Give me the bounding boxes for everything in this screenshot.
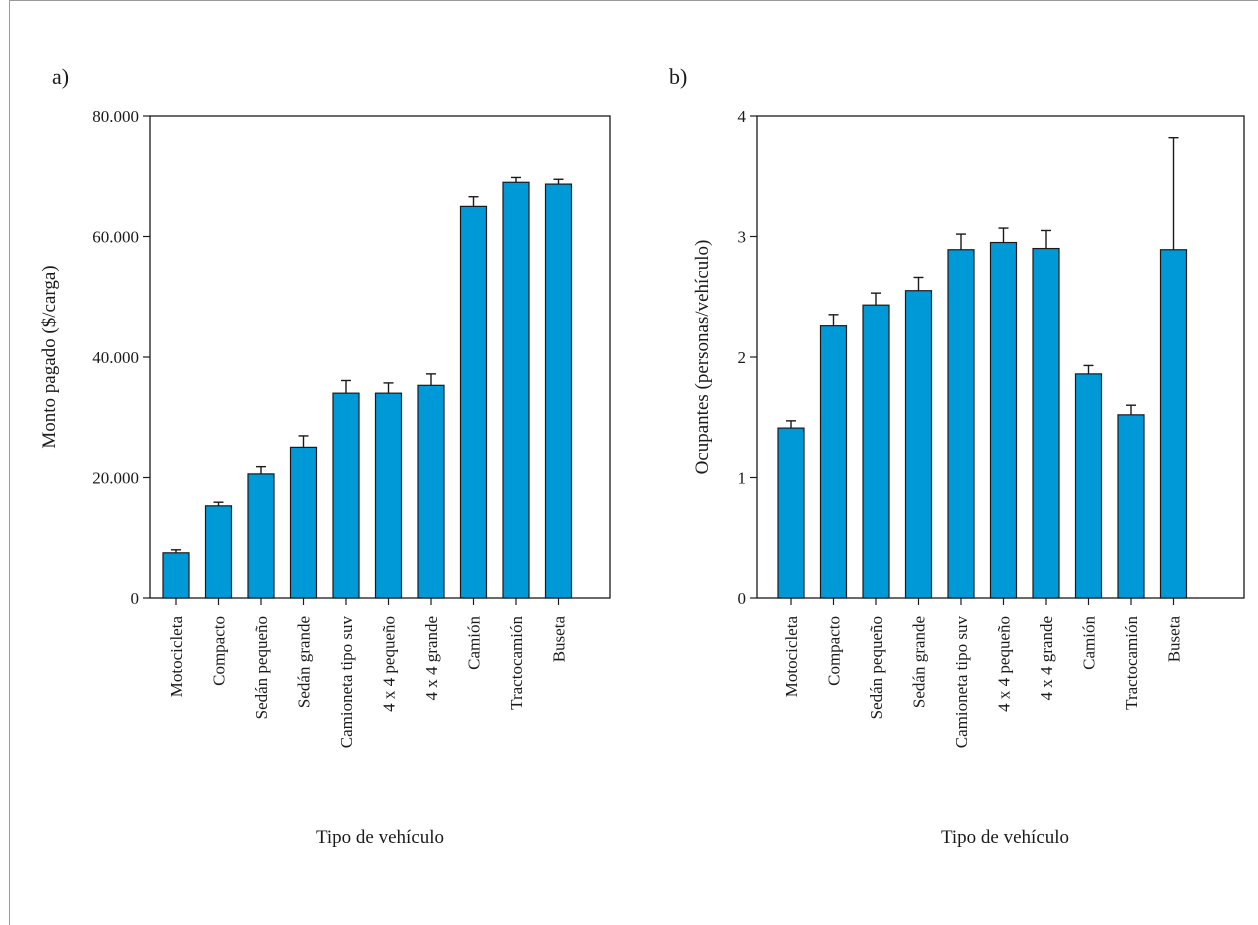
figure-frame <box>9 0 1258 925</box>
bar-a-5 <box>374 392 403 599</box>
y-tick-label-a: 0 <box>131 589 140 608</box>
bar-b-1 <box>819 325 848 599</box>
bar-b-0 <box>777 427 805 599</box>
bar-b-3 <box>904 290 933 599</box>
category-label-b-5: 4 x 4 pequeño <box>995 616 1014 712</box>
category-label-b-3: Sedán grande <box>910 616 929 708</box>
bar-a-4 <box>332 392 360 599</box>
bar-b-8 <box>1117 414 1145 599</box>
category-label-b-2: Sedán pequeño <box>867 616 886 719</box>
bar-a-9 <box>544 183 573 599</box>
bar-b-9 <box>1159 249 1188 599</box>
panel-label-a: a) <box>52 64 69 89</box>
bar-a-7 <box>459 205 488 599</box>
category-label-b-9: Buseta <box>1165 616 1184 663</box>
x-axis-title-b: Tipo de vehículo <box>941 827 1069 848</box>
bar-a-1 <box>204 505 233 599</box>
y-tick-label-b: 4 <box>738 107 747 126</box>
y-tick-label-a: 20.000 <box>92 469 139 488</box>
bar-a-3 <box>289 446 318 599</box>
category-label-a-7: Camión <box>465 616 484 670</box>
category-label-a-1: Compacto <box>210 616 229 686</box>
bar-a-0 <box>162 552 190 599</box>
category-label-b-4: Camioneta tipo suv <box>952 616 971 749</box>
y-axis-title-a: Monto pagado ($/carga) <box>39 265 60 448</box>
y-tick-label-a: 40.000 <box>92 348 139 367</box>
category-label-a-5: 4 x 4 pequeño <box>380 616 399 712</box>
bar-b-6 <box>1032 247 1060 599</box>
category-label-b-0: Motocicleta <box>782 616 801 698</box>
y-tick-label-b: 1 <box>738 469 747 488</box>
bar-b-2 <box>862 304 890 599</box>
category-label-a-6: 4 x 4 grande <box>422 616 441 701</box>
bar-b-7 <box>1074 373 1103 599</box>
bar-a-2 <box>247 473 275 599</box>
category-label-a-3: Sedán grande <box>295 616 314 708</box>
y-tick-label-b: 2 <box>738 348 747 367</box>
category-label-a-9: Buseta <box>550 616 569 663</box>
category-label-b-6: 4 x 4 grande <box>1037 616 1056 701</box>
bar-b-4 <box>947 249 975 599</box>
category-label-b-7: Camión <box>1080 616 1099 670</box>
category-label-a-4: Camioneta tipo suv <box>337 616 356 749</box>
category-label-b-8: Tractocamión <box>1122 616 1141 710</box>
y-axis-title-b: Ocupantes (personas/vehículo) <box>692 240 713 475</box>
x-axis-title-a: Tipo de vehículo <box>316 827 444 848</box>
bar-a-8 <box>502 181 530 599</box>
y-tick-label-a: 80.000 <box>92 107 139 126</box>
category-label-a-0: Motocicleta <box>167 616 186 698</box>
chart-panel-a: a) 0 20.000 40.000 60.000 80.000 Monto pagado … <box>39 64 611 848</box>
category-label-a-8: Tractocamión <box>507 616 526 710</box>
panel-label-b: b) <box>669 64 687 89</box>
bar-b-5 <box>989 241 1018 599</box>
chart-panel-b: b) 0 1 2 3 4 Ocupantes (personas/vehículo) Tipo… <box>669 64 1245 848</box>
category-label-b-1: Compacto <box>825 616 844 686</box>
category-label-a-2: Sedán pequeño <box>252 616 271 719</box>
y-tick-label-b: 0 <box>738 589 747 608</box>
y-tick-label-a: 60.000 <box>92 228 139 247</box>
bar-a-6 <box>417 384 445 599</box>
y-tick-label-b: 3 <box>738 228 747 247</box>
